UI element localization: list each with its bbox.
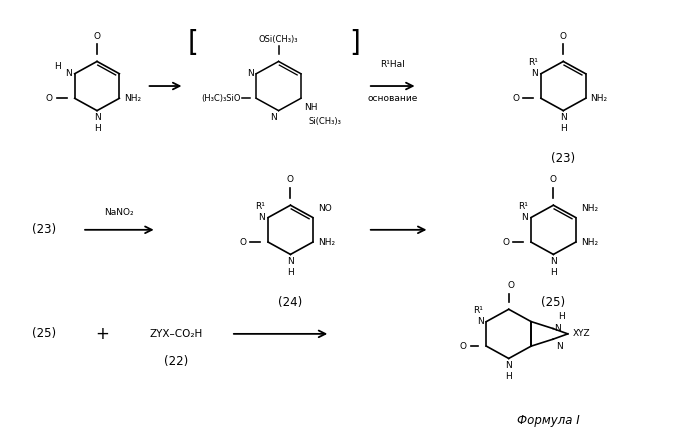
Text: R¹: R¹ [528, 58, 538, 67]
Text: N: N [287, 257, 294, 266]
Text: Si(CH₃)₃: Si(CH₃)₃ [309, 117, 342, 126]
Text: O: O [507, 281, 514, 290]
Text: основание: основание [368, 94, 418, 103]
Text: ZYX–CO₂H: ZYX–CO₂H [150, 329, 203, 339]
Text: NH₂: NH₂ [124, 94, 141, 103]
Text: (H₃C)₃SiO: (H₃C)₃SiO [201, 94, 240, 103]
Text: N: N [477, 317, 484, 326]
Text: R¹: R¹ [473, 306, 484, 315]
Text: (23): (23) [32, 224, 57, 236]
Text: NH₂: NH₂ [581, 204, 598, 213]
Text: ]: ] [350, 30, 361, 57]
Text: O: O [502, 238, 509, 247]
Text: R¹: R¹ [255, 202, 265, 211]
Text: NH: NH [304, 103, 317, 112]
Text: O: O [512, 94, 519, 103]
Text: R¹: R¹ [518, 202, 528, 211]
Text: H: H [558, 312, 565, 321]
Text: N: N [94, 113, 101, 122]
Text: O: O [550, 175, 557, 184]
Text: NH₂: NH₂ [318, 238, 335, 247]
Text: (25): (25) [32, 327, 57, 340]
Text: (25): (25) [541, 296, 565, 309]
Text: NH₂: NH₂ [581, 238, 598, 247]
Text: H: H [94, 124, 101, 133]
Text: NH₂: NH₂ [591, 94, 607, 103]
Text: O: O [46, 94, 53, 103]
Text: H: H [287, 268, 294, 277]
Text: [: [ [188, 30, 199, 57]
Text: N: N [505, 361, 512, 370]
Text: N: N [65, 69, 72, 78]
Text: Формула I: Формула I [517, 414, 579, 427]
Text: NaNO₂: NaNO₂ [104, 208, 134, 217]
Text: O: O [459, 341, 466, 350]
Text: N: N [554, 324, 561, 333]
Text: N: N [556, 342, 563, 351]
Text: N: N [550, 257, 556, 266]
Text: O: O [287, 175, 294, 184]
Text: H: H [560, 124, 567, 133]
Text: H: H [54, 62, 61, 71]
Text: N: N [247, 69, 254, 78]
Text: H: H [550, 268, 556, 277]
Text: (23): (23) [552, 152, 575, 165]
Text: N: N [560, 113, 567, 122]
Text: N: N [259, 213, 265, 222]
Text: N: N [270, 113, 277, 122]
Text: N: N [531, 69, 538, 78]
Text: H: H [505, 372, 512, 381]
Text: N: N [521, 213, 528, 222]
Text: NO: NO [318, 204, 331, 213]
Text: (22): (22) [164, 355, 189, 368]
Text: OSi(CH₃)₃: OSi(CH₃)₃ [259, 36, 298, 44]
Text: O: O [239, 238, 246, 247]
Text: XYZ: XYZ [572, 329, 591, 338]
Text: +: + [95, 325, 109, 343]
Text: (24): (24) [278, 296, 303, 309]
Text: O: O [94, 32, 101, 41]
Text: O: O [560, 32, 567, 41]
Text: R¹Hal: R¹Hal [380, 60, 405, 69]
